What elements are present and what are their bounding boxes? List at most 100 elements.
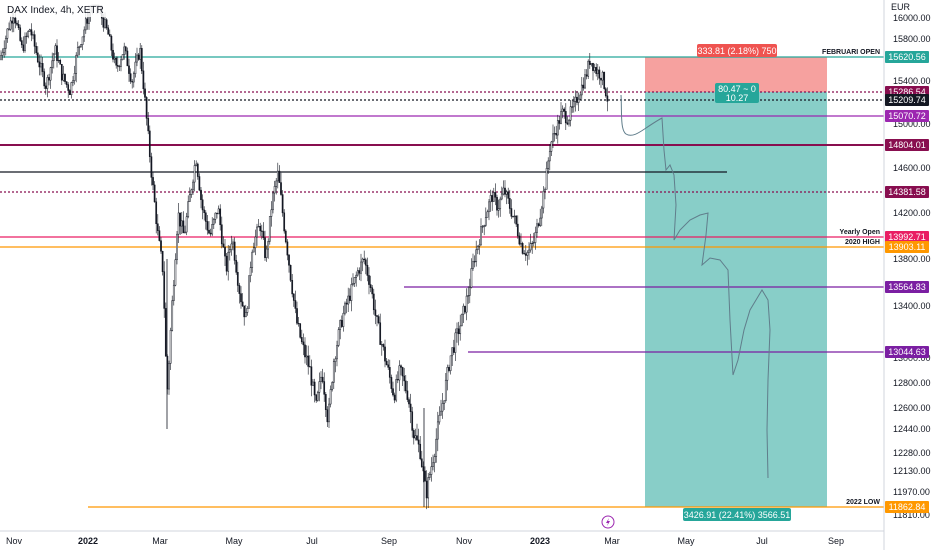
candle-body [19, 27, 22, 41]
candle-body [419, 443, 422, 460]
candle-body [443, 400, 446, 404]
candle-body [46, 77, 49, 89]
candle-body [342, 312, 345, 327]
candle-body [433, 456, 436, 464]
y-tick-label: 14600.00 [893, 163, 931, 173]
candle-body [48, 77, 50, 81]
candle-body [364, 259, 367, 266]
candle-body [529, 243, 532, 251]
y-tick-label: 12280.00 [893, 448, 931, 458]
candle-body [206, 221, 209, 231]
candle-body [222, 243, 225, 248]
target-label-box [683, 508, 791, 521]
candle-body [566, 122, 569, 125]
candle-body [12, 17, 15, 24]
position-labels: 333.81 (2.18%) 750 80.47 ~ 010.27 3426.91 … [683, 44, 791, 521]
candle-body [401, 367, 404, 377]
price-tag-text: 15209.74 [888, 95, 926, 105]
candle-body [156, 223, 159, 231]
candle-body [182, 220, 185, 234]
y-axis[interactable]: 16000.00 15800.00 15400.00 15000.00 14600.00… [893, 13, 931, 520]
candle-body [331, 382, 334, 390]
candle-body [185, 216, 188, 233]
price-tag [885, 281, 929, 293]
candle-body [28, 29, 31, 32]
candle-body [270, 209, 273, 217]
y-tick-label: 14200.00 [893, 208, 931, 218]
candle-body [193, 165, 196, 183]
lightning-icon[interactable] [601, 515, 615, 529]
candle-body [35, 46, 38, 54]
price-tag [885, 186, 929, 198]
candle-body [286, 241, 289, 256]
candle-body [328, 403, 330, 423]
price-tag [885, 139, 929, 151]
candle-body [398, 365, 401, 381]
candle-body [292, 293, 295, 301]
candle-body [395, 379, 398, 401]
candle-body [256, 226, 258, 238]
candle-body [371, 287, 374, 295]
candle-body [376, 315, 378, 317]
candle-body [428, 474, 431, 478]
candle-body [513, 215, 516, 217]
candle-body [464, 305, 466, 313]
candle-body [337, 329, 340, 346]
candle-body [348, 295, 351, 301]
candle-body [313, 381, 316, 396]
y-tick-label: 11970.00 [893, 487, 930, 497]
candle-body [436, 421, 439, 440]
candle-body [388, 367, 391, 378]
candle-body [179, 212, 182, 227]
candle-body [126, 50, 129, 67]
candle-body [128, 65, 130, 74]
take-profit-zone[interactable] [645, 92, 827, 507]
candle-body [481, 226, 484, 228]
candle-body [76, 47, 79, 56]
x-tick-label: 2023 [530, 536, 550, 546]
candle-body [9, 20, 12, 30]
candle-body [492, 192, 495, 202]
candle-body [601, 71, 604, 81]
candle-body [486, 211, 489, 218]
candle-body [140, 48, 143, 72]
candle-body [302, 341, 305, 346]
x-tick-label: Nov [456, 536, 473, 546]
candle-body [308, 366, 311, 368]
candle-body [288, 254, 290, 266]
candle-body [204, 212, 207, 222]
candle-body [305, 355, 308, 358]
price-tag-text: 13903.11 [889, 242, 926, 252]
candle-body [547, 160, 550, 169]
candle-body [414, 435, 417, 439]
candle-body [544, 189, 546, 192]
candle-body [40, 63, 42, 68]
candle-body [232, 241, 234, 245]
candle-body [336, 345, 338, 360]
y-tick-label: 12800.00 [893, 378, 931, 388]
projection-path[interactable] [620, 94, 771, 479]
candle-body [54, 45, 57, 55]
candle-body [576, 96, 578, 103]
level-lines: FEBRUARI OPEN Yearly Open 2020 HIGH 2022 LO… [0, 49, 884, 508]
candle-body [188, 194, 191, 202]
candle-body [142, 70, 145, 90]
candle-body [148, 130, 151, 157]
candle-body [500, 193, 503, 200]
candle-body [264, 237, 266, 258]
candle-body [396, 379, 399, 381]
x-axis[interactable]: Nov 2022 Mar May Jul Sep Nov 2023 Mar May Jul Sep [6, 536, 844, 546]
candle-body [540, 207, 543, 219]
candle-body [372, 293, 375, 311]
candle-body [132, 73, 135, 83]
candle-body [75, 54, 78, 74]
level-name: Yearly Open [840, 229, 880, 236]
candle-body [339, 320, 342, 330]
candle-body [233, 241, 236, 261]
candle-body [537, 223, 540, 226]
candle-body [265, 248, 268, 258]
price-tag-text: 13044.63 [888, 347, 926, 357]
candle-body [403, 375, 406, 382]
